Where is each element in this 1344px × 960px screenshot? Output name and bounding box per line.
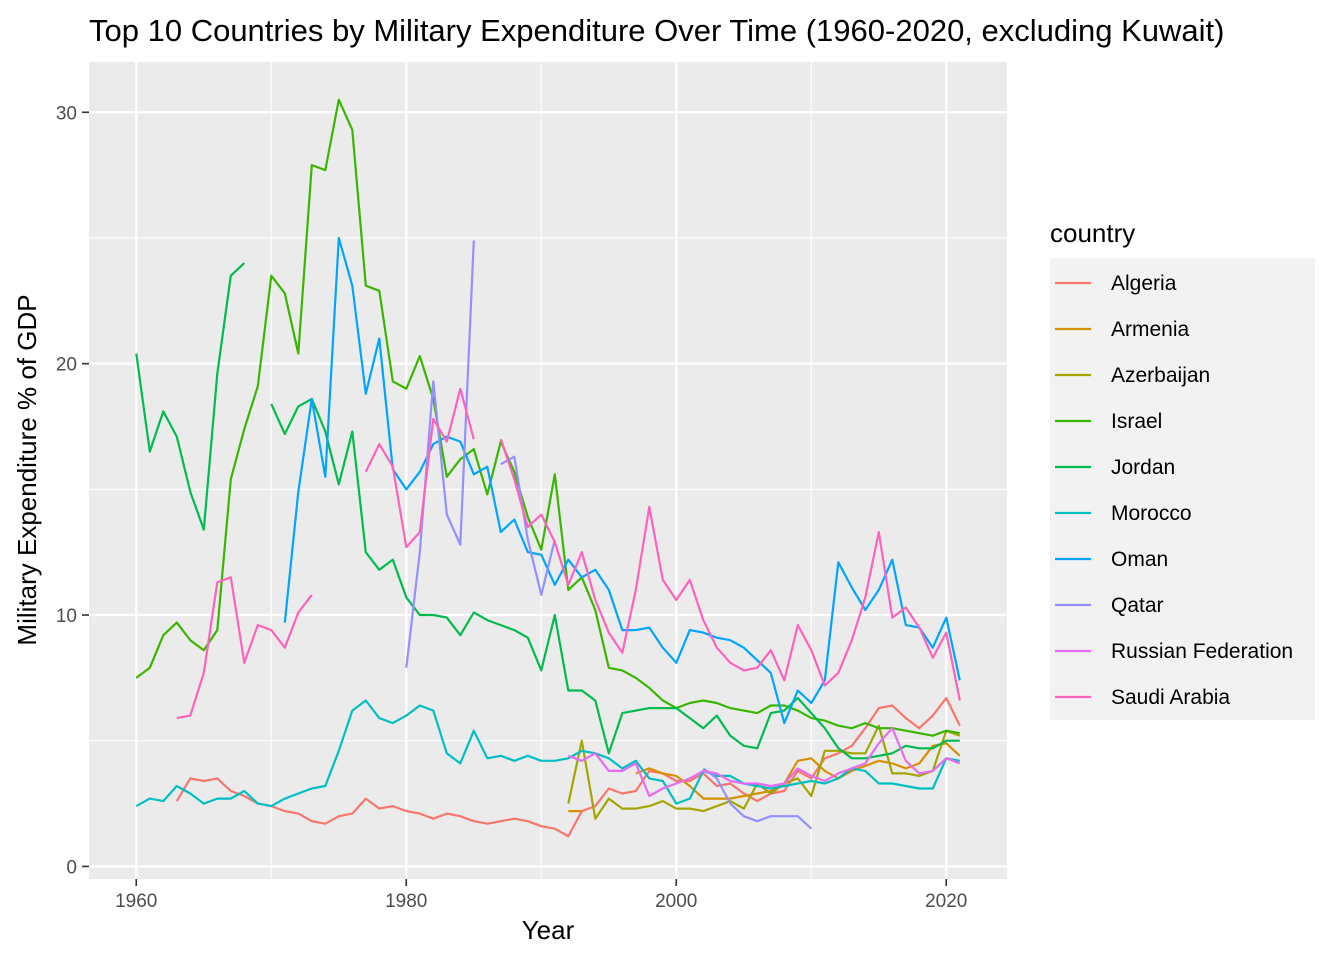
- series-line-morocco: [135, 699, 961, 808]
- series-line-armenia: [568, 742, 961, 813]
- x-tick-label: 2020: [925, 891, 967, 912]
- legend-label: Qatar: [1111, 594, 1164, 617]
- axes: 0 10 20 30 1960 1980 2000 2020: [56, 103, 968, 912]
- legend-label: Algeria: [1111, 272, 1177, 295]
- x-tick-label: 2000: [655, 891, 697, 912]
- legend-title: country: [1050, 218, 1135, 248]
- legend-label: Morocco: [1111, 502, 1192, 525]
- legend: country Algeria Armenia Azerbaijan Israel Jo…: [1050, 218, 1315, 720]
- series-line-israel: [135, 98, 961, 737]
- legend-label: Armenia: [1111, 318, 1190, 341]
- series-lines: [135, 98, 961, 838]
- x-axis-title: Year: [522, 915, 575, 945]
- series-line-algeria: [175, 696, 961, 838]
- series-line-saudi-arabia: [176, 387, 961, 720]
- y-tick-label: 0: [66, 857, 77, 878]
- grid: [89, 62, 1007, 879]
- series-line-oman: [283, 236, 961, 725]
- x-tick-label: 1980: [385, 891, 427, 912]
- legend-label: Israel: [1111, 410, 1162, 433]
- legend-label: Jordan: [1111, 456, 1175, 479]
- y-tick-label: 20: [56, 355, 77, 376]
- x-tick-label: 1960: [115, 891, 157, 912]
- legend-label: Oman: [1111, 548, 1168, 571]
- legend-label: Azerbaijan: [1111, 364, 1210, 387]
- series-line-russian-federation: [567, 727, 961, 798]
- chart-title: Top 10 Countries by Military Expenditure…: [89, 13, 1225, 48]
- y-axis-title: Military Expenditure % of GDP: [12, 294, 42, 645]
- legend-label: Russian Federation: [1111, 640, 1293, 663]
- series-line-qatar: [405, 240, 813, 830]
- series-line-azerbaijan: [567, 724, 961, 820]
- series-line-jordan: [135, 262, 960, 760]
- y-tick-label: 30: [56, 103, 77, 124]
- y-tick-label: 10: [56, 606, 77, 627]
- legend-label: Saudi Arabia: [1111, 686, 1230, 709]
